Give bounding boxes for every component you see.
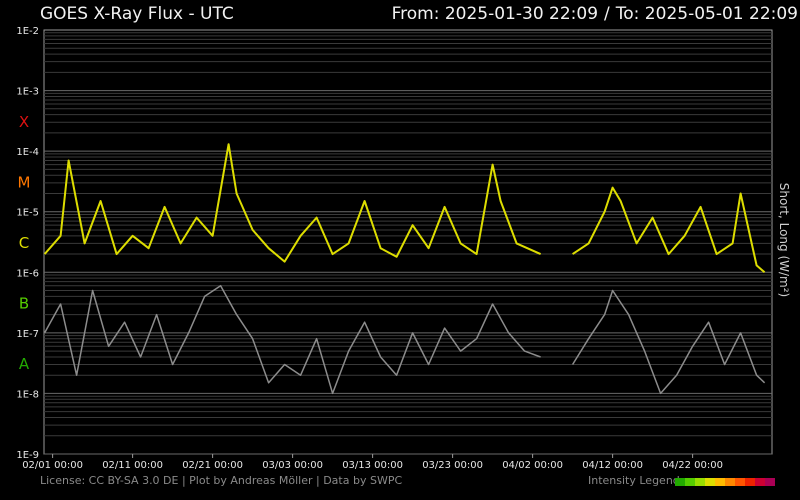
legend-swatch — [675, 478, 685, 486]
y-tick-label: 1E-6 — [16, 268, 39, 279]
flare-class-M: M — [18, 173, 31, 191]
x-tick-label: 02/11 00:00 — [102, 460, 163, 471]
flare-class-labels: X M C B A — [18, 113, 31, 373]
from-label: From: 2025-01-30 22:09 — [391, 4, 599, 24]
legend-swatch — [755, 478, 765, 486]
x-tick-label: 03/13 00:00 — [342, 460, 403, 471]
x-tick-label: 04/22 00:00 — [662, 460, 723, 471]
flare-class-A: A — [19, 355, 30, 373]
plot-frame — [43, 29, 773, 455]
y-tick-label: 1E-2 — [16, 26, 39, 37]
chart-title: GOES X-Ray Flux - UTC — [40, 4, 234, 24]
x-tick-label: 02/21 00:00 — [182, 460, 243, 471]
intensity-legend-bar — [675, 478, 775, 486]
time-range: From: 2025-01-30 22:09/To: 2025-05-01 22… — [392, 4, 798, 24]
legend-swatch — [685, 478, 695, 486]
x-tick-label: 03/23 00:00 — [422, 460, 483, 471]
legend-swatch — [725, 478, 735, 486]
grid — [44, 32, 772, 455]
intensity-legend-label: Intensity Legend — [588, 474, 680, 487]
series-long-line — [43, 143, 542, 263]
credits: License: CC BY-SA 3.0 DE | Plot by Andre… — [40, 474, 403, 487]
y-tick-label: 1E-8 — [16, 389, 39, 400]
y-axis-ticks: 1E-9 1E-8 1E-7 1E-6 1E-5 1E-4 1E-3 1E-2 — [16, 26, 39, 461]
y-tick-label: 1E-7 — [16, 329, 39, 340]
range-separator: / — [604, 4, 610, 24]
series — [43, 143, 766, 395]
legend-swatch — [735, 478, 745, 486]
y-tick-label: 1E-3 — [16, 87, 39, 98]
x-tick-label: 02/01 00:00 — [22, 460, 83, 471]
flare-class-C: C — [19, 234, 29, 252]
series-short-line — [571, 289, 766, 395]
legend-swatch — [695, 478, 705, 486]
series-long-line — [572, 186, 766, 274]
x-axis-ticks: 02/01 00:00 02/11 00:00 02/21 00:00 03/03 0… — [22, 454, 723, 471]
flare-class-X: X — [19, 113, 29, 131]
y-axis-label: Short, Long (W/m²) — [777, 182, 791, 298]
legend-swatch — [765, 478, 775, 486]
x-tick-label: 04/02 00:00 — [502, 460, 563, 471]
flare-class-B: B — [19, 295, 29, 313]
series-short-line — [43, 284, 541, 395]
y-tick-label: 1E-4 — [16, 147, 39, 158]
legend-swatch — [705, 478, 715, 486]
x-tick-label: 03/03 00:00 — [262, 460, 323, 471]
y-tick-label: 1E-5 — [16, 208, 39, 219]
y-tick-label: 1E-9 — [16, 450, 39, 461]
legend-swatch — [745, 478, 755, 486]
to-label: To: 2025-05-01 22:09 — [615, 4, 798, 24]
legend-swatch — [715, 478, 725, 486]
x-tick-label: 04/12 00:00 — [582, 460, 643, 471]
